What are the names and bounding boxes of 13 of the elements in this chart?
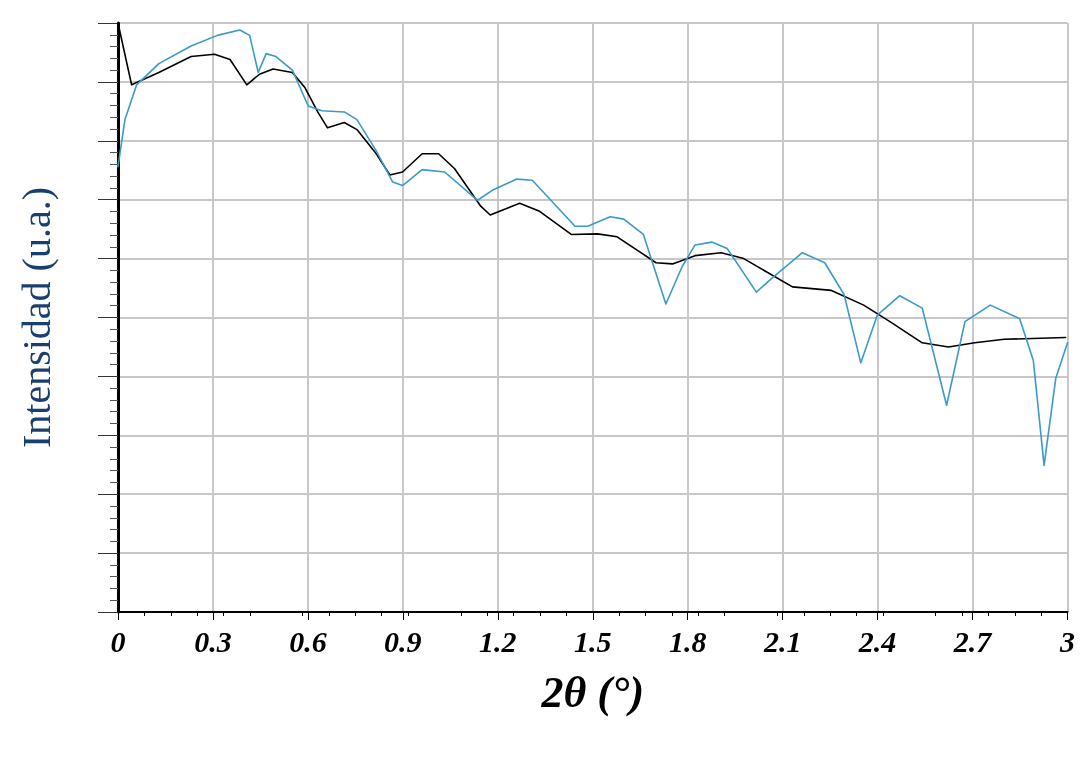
x-tick-label: 0.3	[194, 624, 232, 658]
x-tick-label: 3	[1059, 624, 1075, 658]
x-tick-label: 0	[110, 624, 126, 658]
x-tick-label: 0.6	[289, 624, 327, 658]
x-tick-label: 1.2	[479, 624, 517, 658]
x-tick-label: 2.7	[952, 624, 993, 658]
x-tick-label: 2.1	[762, 624, 802, 658]
x-tick-label: 2.4	[857, 624, 897, 658]
y-axis-title: Intensidad (u.a.)	[13, 186, 59, 449]
x-tick-label: 1.8	[668, 624, 707, 658]
x-axis-title: 2θ (°)	[540, 667, 645, 717]
x-tick-label: 1.5	[574, 624, 612, 658]
x-tick-label: 0.9	[384, 624, 422, 658]
